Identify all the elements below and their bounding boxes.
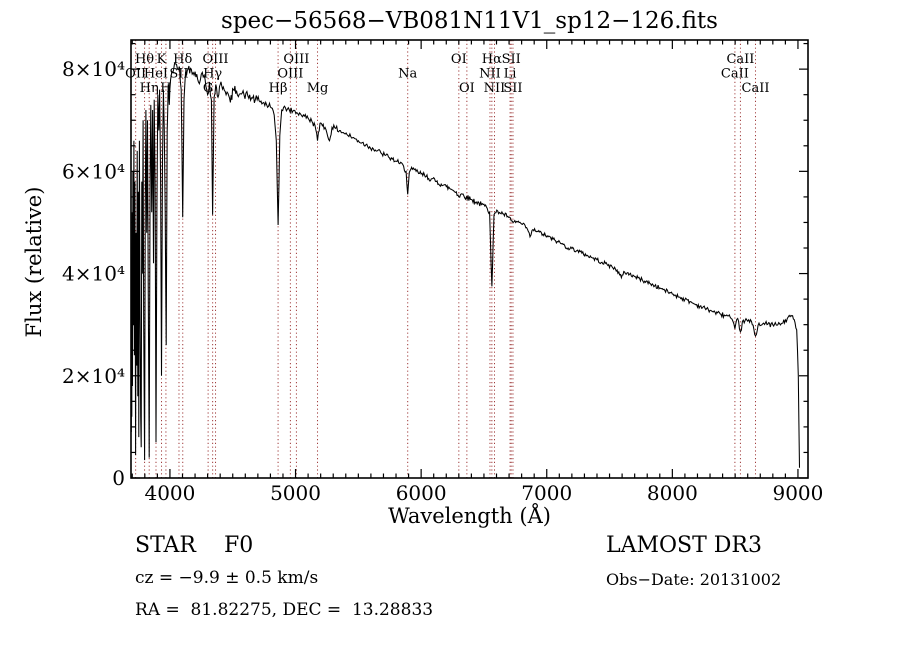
spectral-line-label: NII <box>484 81 506 96</box>
object-class-text: STAR F0 <box>135 533 254 558</box>
y-tick-label: 6×10⁴ <box>62 159 125 183</box>
x-tick-label: 7000 <box>521 481 572 505</box>
chart-title: spec−56568−VB081N11V1_sp12−126.fits <box>221 8 718 34</box>
y-tick-label: 0 <box>112 466 125 490</box>
y-tick-label: 8×10⁴ <box>62 57 125 81</box>
spectral-line-label: SII <box>503 81 522 96</box>
spectral-line-label: Hη <box>140 81 159 96</box>
x-tick-label: 8000 <box>647 481 698 505</box>
spectral-line-label: NII <box>479 67 501 82</box>
spectral-line-label: Hθ <box>135 52 154 67</box>
y-tick-label: 2×10⁴ <box>62 364 125 388</box>
axes-box <box>130 39 809 479</box>
spectral-line-label: G <box>203 81 213 96</box>
spectral-line-label: OIII <box>202 52 228 67</box>
spectral-line-label: SII <box>502 52 521 67</box>
x-axis-label: Wavelength (Å) <box>388 504 551 528</box>
spectral-line-label: OI <box>451 52 467 67</box>
x-tick-label: 6000 <box>396 481 447 505</box>
spectral-line-label: H <box>160 81 171 96</box>
spectrum-trace <box>130 62 801 468</box>
spectral-line-label: CaII <box>742 81 770 96</box>
spectral-line-label: SII <box>169 67 188 82</box>
spectral-line-label: CaII <box>721 67 749 82</box>
spectral-line-label: OII <box>125 67 146 82</box>
x-tick-label: 4000 <box>144 481 195 505</box>
ra-dec-text: RA = 81.82275, DEC = 13.28833 <box>135 600 434 620</box>
cz-velocity-text: cz = −9.9 ± 0.5 km/s <box>135 568 319 588</box>
survey-release-text: LAMOST DR3 <box>606 533 762 558</box>
spectral-line-label: Na <box>398 67 417 82</box>
spectral-line-label: HeI <box>144 67 168 82</box>
obs-date-text: Obs−Date: 20131002 <box>606 570 782 589</box>
x-tick-label: 5000 <box>270 481 321 505</box>
spectral-line-label: K <box>157 52 167 67</box>
spectral-line-label: OI <box>459 81 475 96</box>
spectral-line-label: Hβ <box>269 81 288 96</box>
y-tick-label: 4×10⁴ <box>62 262 125 286</box>
spectral-line-label: OIII <box>283 52 309 67</box>
spectral-line-label: Hγ <box>203 67 222 82</box>
spectral-line-label: OIII <box>277 67 303 82</box>
spectral-line-label: CaII <box>726 52 754 67</box>
spectral-line-label: Hδ <box>173 52 192 67</box>
spectral-line-label: Li <box>504 67 517 82</box>
spectral-line-label: Mg <box>307 81 329 96</box>
spectral-line-label: Hα <box>482 52 502 67</box>
x-tick-label: 9000 <box>772 481 823 505</box>
